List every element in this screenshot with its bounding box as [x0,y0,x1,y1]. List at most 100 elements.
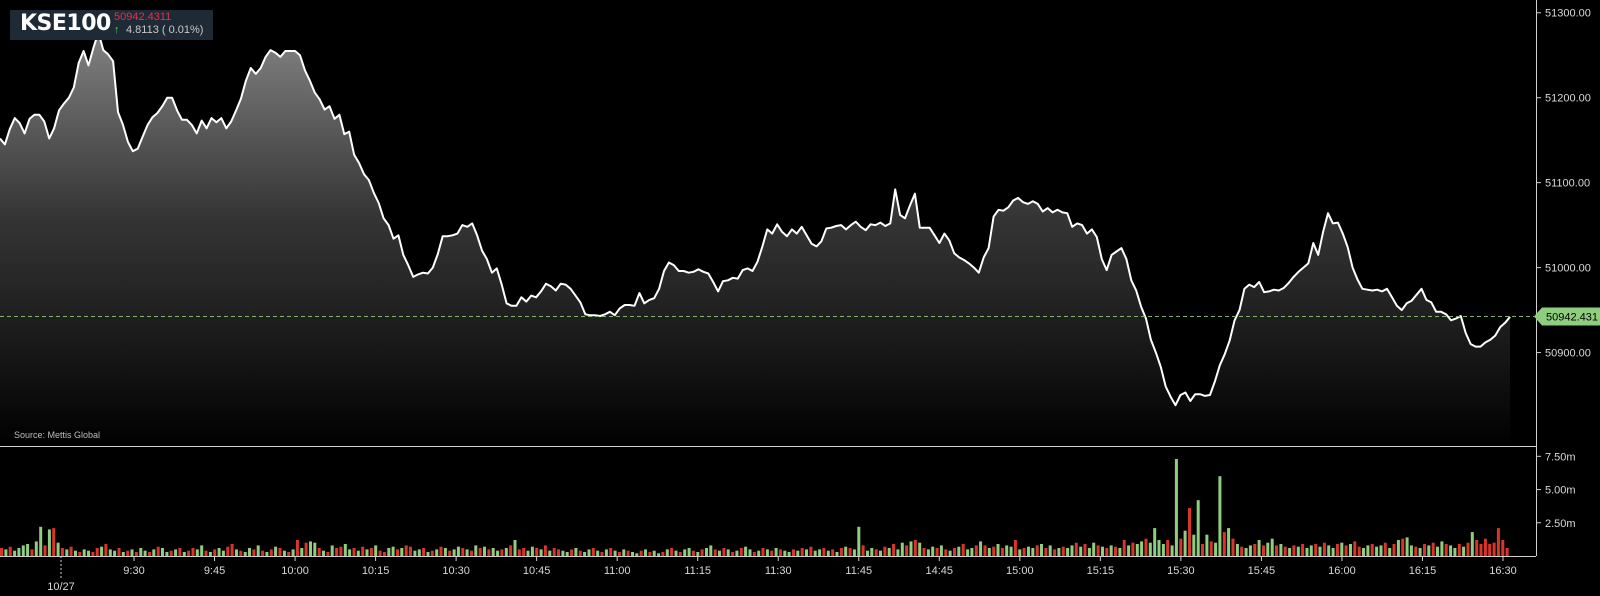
volume-bar [169,550,173,556]
time-tick-label: 10:30 [442,565,470,577]
volume-bar [670,548,674,556]
volume-bar [709,545,713,556]
volume-bar [1314,544,1318,556]
volume-bar [1353,541,1357,556]
volume-bar [1383,542,1387,556]
volume-bar [1240,546,1244,556]
volume-bar [330,545,334,556]
volume-bar [892,544,896,556]
volume-bar [1214,542,1218,556]
volume-bar [430,550,434,556]
time-axis: 9:30 9:45 10:00 10:15 10:30 10:45 11:00 11:15 11… [47,556,1517,593]
volume-bar [844,546,848,556]
volume-bar [1053,549,1057,556]
volume-bar [831,549,835,556]
volume-tick-label: 2.50m [1545,518,1576,530]
volume-bar [1392,544,1396,556]
volume-bar [1418,548,1422,556]
volume-bar [1283,546,1287,556]
volume-bar [278,548,282,556]
volume-bar [117,548,121,556]
volume-bar [156,546,160,556]
volume-bar [922,548,926,556]
volume-bar [474,545,478,556]
volume-bar [248,548,251,556]
volume-bar [787,552,791,556]
volume-bar [1109,545,1113,556]
volume-bar [352,548,356,556]
time-tick-label: 15:15 [1087,565,1115,577]
volume-bar [191,548,195,556]
volume-bar [1457,544,1461,556]
volume-bar [665,549,669,556]
volume-bar [966,549,970,556]
volume-bar [1148,542,1152,556]
time-tick-label: 11:15 [684,565,711,577]
volume-bar [500,549,504,556]
volume-bar [979,541,983,556]
volume-bar [1488,544,1492,556]
volume-bar [1157,540,1161,556]
volume-bar [504,548,508,556]
time-tick-label: 9:45 [204,565,225,577]
volume-bar [535,548,539,556]
volume-bar [256,545,260,556]
volume-bar [1161,544,1165,556]
volume-bar [552,548,556,556]
volume-bar [1122,540,1126,556]
volume-bar [713,549,717,556]
volume-bar [1066,548,1070,556]
volume-bar [757,550,761,556]
volume-bar [387,548,391,556]
volume-bar [700,549,704,556]
volume-tick-label: 5.00m [1545,485,1576,497]
volume-bar [848,548,852,556]
volume-bar [365,549,369,556]
ticker-badge: KSE100 50942.4311 ↑ 4.8113 ( 0.01%) [10,10,213,40]
volume-bar [900,542,904,556]
source-label: Source: Mettis Global [14,430,101,440]
volume-bar [43,545,47,556]
volume-bar [1483,538,1487,556]
volume-bar [478,548,482,556]
volume-bar [913,540,917,556]
volume-bar [583,552,587,556]
volume-bar [1479,544,1483,556]
time-tick-label: 9:30 [123,565,144,577]
volume-bar [1196,500,1200,556]
volume-bar [826,550,830,556]
volume-bar [926,549,930,556]
volume-bar [852,549,856,556]
volume-bar [674,550,678,556]
time-tick-label: 15:45 [1248,565,1276,577]
volume-bar [722,548,726,556]
volume-bar [748,549,752,556]
volume-bar [1201,544,1204,556]
volume-bar [513,540,517,556]
time-tick-label: 15:00 [1006,565,1034,577]
time-tick-label: 10:15 [362,565,390,577]
volume-bar [1453,548,1457,556]
volume-bar [326,552,330,556]
volume-bar [631,552,634,556]
volume-bar [809,546,813,556]
volume-bar [652,550,656,556]
volume-bar [217,548,221,556]
volume-bar [126,550,130,556]
volume-bar [187,550,191,556]
volume-bar [34,541,38,556]
volume-bar [1092,542,1096,556]
volume-bar [530,546,534,556]
volume-bar [26,544,30,556]
volume-bar [1301,544,1305,556]
volume-bar [918,542,922,556]
volume-bar [1340,542,1344,556]
volume-bar [761,548,765,556]
volume-bar [1227,528,1231,556]
volume-bar [678,552,682,556]
volume-bar [108,549,112,556]
volume-bar [295,540,299,556]
volume-bar [287,552,291,556]
volume-bar [300,548,304,556]
